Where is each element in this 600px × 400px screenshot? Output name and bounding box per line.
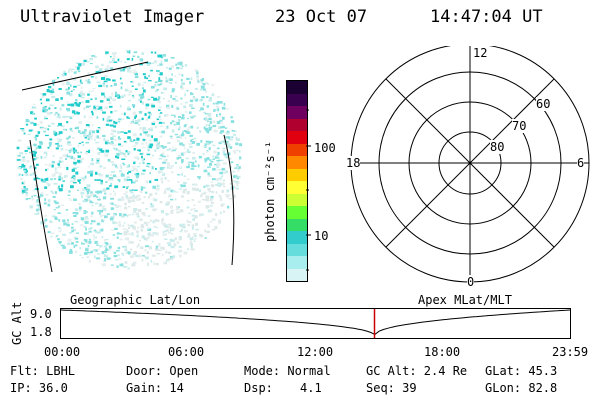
colorbar-segment bbox=[287, 168, 307, 181]
timeline-ylabel: GC Alt bbox=[10, 301, 24, 345]
graticule-line-top bbox=[21, 61, 149, 91]
graticule-line-right bbox=[223, 134, 235, 266]
colorbar-segment bbox=[287, 93, 307, 106]
mlt-label-6: 6 bbox=[577, 156, 585, 170]
instrument-title: Ultraviolet Imager bbox=[20, 7, 205, 27]
footer-gain: Gain: 14 bbox=[126, 381, 184, 395]
polar-diagonal-2 bbox=[385, 78, 555, 248]
colorbar-segment bbox=[287, 268, 307, 281]
footer-gc-alt: GC Alt: 2.4 Re bbox=[366, 364, 468, 378]
colorbar-segment bbox=[287, 206, 307, 219]
colorbar-segment bbox=[287, 181, 307, 194]
xtick-1200: 12:00 bbox=[297, 345, 334, 359]
colorbar-segment bbox=[287, 218, 307, 231]
altitude-timeline bbox=[60, 308, 571, 339]
footer-ip: IP: 36.0 bbox=[10, 381, 68, 395]
colorbar-segment bbox=[287, 131, 307, 144]
colorbar-segment bbox=[287, 143, 307, 156]
colorbar-segment bbox=[287, 256, 307, 269]
footer-door: Door: Open bbox=[126, 364, 199, 378]
colorbar-segment bbox=[287, 106, 307, 119]
mlt-label-18: 18 bbox=[346, 156, 361, 170]
footer-seq: Seq: 39 bbox=[366, 381, 417, 395]
date-label: 23 Oct 07 bbox=[275, 7, 368, 27]
colorbar-segment bbox=[287, 156, 307, 169]
footer-flt: Flt: LBHL bbox=[10, 364, 76, 378]
colorbar-segment bbox=[287, 193, 307, 206]
footer-mode: Mode: Normal bbox=[244, 364, 331, 378]
timeline-left-title: Geographic Lat/Lon bbox=[70, 293, 201, 307]
mlt-label-0: 0 bbox=[467, 275, 475, 289]
colorbar-tick-10: 10 bbox=[314, 229, 329, 243]
altitude-curve bbox=[60, 309, 571, 335]
colorbar-tick-100: 100 bbox=[314, 141, 336, 155]
xtick-0000: 00:00 bbox=[44, 345, 81, 359]
xtick-0600: 06:00 bbox=[168, 345, 205, 359]
colorbar-unit-label: photon cm⁻²s⁻¹ bbox=[263, 140, 277, 242]
footer-dsp-value: 4.1 bbox=[300, 381, 322, 395]
footer-glon: GLon: 82.8 bbox=[485, 381, 558, 395]
colorbar-segment bbox=[287, 118, 307, 131]
colorbar-segment bbox=[287, 81, 307, 94]
color-scale-bar bbox=[286, 80, 308, 282]
colorbar-segment bbox=[287, 243, 307, 256]
footer-glat: GLat: 45.3 bbox=[485, 364, 558, 378]
geographic-image bbox=[16, 49, 243, 273]
colorbar-segment bbox=[287, 231, 307, 244]
timeline-ymax: 9.0 bbox=[30, 307, 52, 321]
colorbar-ticks bbox=[306, 109, 311, 271]
timeline-right-title: Apex MLat/MLT bbox=[418, 293, 512, 307]
mlt-label-12: 12 bbox=[473, 46, 488, 60]
timeline-ymin: 1.8 bbox=[30, 325, 52, 339]
lat-label-80: 80 bbox=[490, 140, 505, 154]
lat-label-60: 60 bbox=[536, 97, 551, 111]
aurora-emission-dots bbox=[16, 49, 243, 270]
footer-dsp-label: Dsp: bbox=[244, 381, 273, 395]
polar-plot bbox=[350, 46, 590, 283]
xtick-1800: 18:00 bbox=[424, 345, 461, 359]
xtick-2359: 23:59 bbox=[552, 345, 589, 359]
graticule-line-left bbox=[29, 139, 53, 273]
time-label: 14:47:04 UT bbox=[430, 7, 543, 27]
lat-label-70: 70 bbox=[512, 119, 527, 133]
timeline-frame bbox=[60, 308, 571, 339]
